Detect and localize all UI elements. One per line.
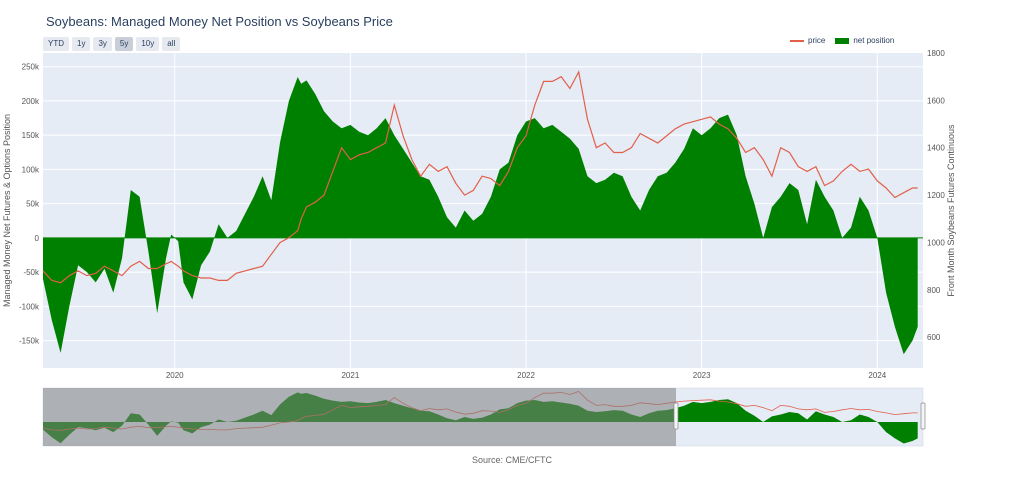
y-left-tick-label: 250k bbox=[22, 63, 40, 72]
range-slider-left-handle[interactable] bbox=[673, 402, 679, 430]
chart-title: Soybeans: Managed Money Net Position vs … bbox=[46, 14, 393, 29]
y-right-tick-label: 1000 bbox=[927, 238, 945, 247]
y-right-tick-label: 1800 bbox=[927, 49, 945, 58]
x-tick-label: 2024 bbox=[868, 371, 886, 380]
price-line-swatch-icon bbox=[790, 39, 804, 42]
legend-label-net-position: net position bbox=[853, 36, 895, 45]
legend-item-net-position[interactable]: net position bbox=[835, 36, 894, 45]
y-right-axis-title: Front Month Soybeans Futures Continuous bbox=[946, 124, 956, 297]
range-selector: YTD 1y 3y 5y 10y all bbox=[43, 37, 181, 51]
y-left-tick-label: -100k bbox=[19, 302, 40, 311]
legend-label-price: price bbox=[808, 36, 826, 45]
y-left-tick-label: 0 bbox=[35, 234, 40, 243]
legend-item-price[interactable]: price bbox=[790, 36, 825, 45]
y-left-axis-title: Managed Money Net Futures & Options Posi… bbox=[2, 114, 12, 307]
y-right-tick-label: 1600 bbox=[927, 96, 945, 105]
x-tick-label: 2023 bbox=[693, 371, 711, 380]
price-line[interactable] bbox=[42, 70, 918, 284]
y-right-tick-label: 600 bbox=[927, 333, 941, 342]
y-left-tick-label: 100k bbox=[22, 165, 40, 174]
range-button-all[interactable]: all bbox=[162, 37, 181, 51]
y-right-tick-label: 1200 bbox=[927, 191, 945, 200]
x-tick-label: 2022 bbox=[517, 371, 535, 380]
range-button-5y[interactable]: 5y bbox=[114, 37, 134, 51]
y-left-tick-label: -150k bbox=[19, 337, 40, 346]
x-tick-label: 2020 bbox=[166, 371, 184, 380]
legend: price net position bbox=[790, 36, 894, 45]
range-button-ytd[interactable]: YTD bbox=[43, 37, 69, 51]
x-tick-label: 2021 bbox=[341, 371, 359, 380]
range-button-1y[interactable]: 1y bbox=[72, 37, 91, 51]
net-position-area[interactable] bbox=[43, 77, 918, 355]
range-slider-right-handle[interactable] bbox=[920, 402, 926, 430]
y-left-tick-label: -50k bbox=[23, 268, 40, 277]
y-right-tick-label: 1400 bbox=[927, 144, 945, 153]
range-button-10y[interactable]: 10y bbox=[136, 37, 160, 51]
y-right-tick-label: 800 bbox=[927, 286, 941, 295]
range-slider-unselected-shade bbox=[43, 388, 676, 446]
y-left-tick-label: 50k bbox=[26, 200, 40, 209]
y-left-tick-label: 200k bbox=[22, 97, 40, 106]
y-left-tick-label: 150k bbox=[22, 131, 40, 140]
net-position-swatch-icon bbox=[835, 37, 850, 44]
range-button-3y[interactable]: 3y bbox=[93, 37, 112, 51]
source-note: Source: CME/CFTC bbox=[471, 455, 552, 465]
